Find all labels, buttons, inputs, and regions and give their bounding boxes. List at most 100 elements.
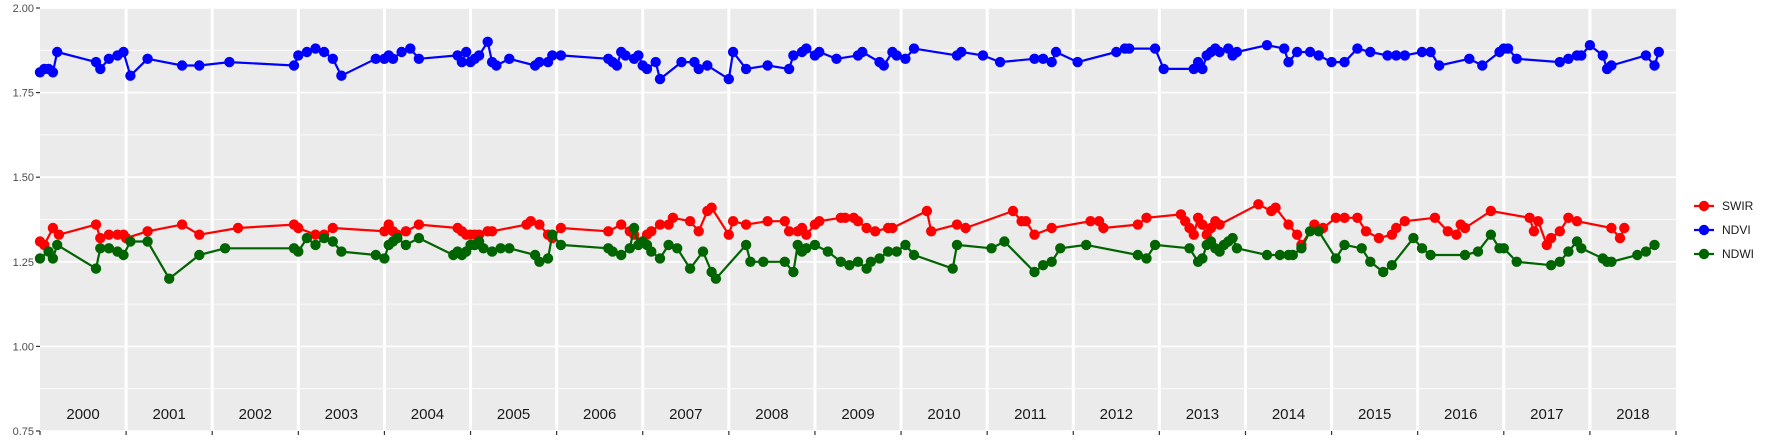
- data-point-ndwi: [1563, 246, 1574, 257]
- data-point-ndvi: [370, 53, 381, 64]
- data-point-ndvi: [1382, 50, 1393, 61]
- data-point-ndvi: [224, 56, 235, 68]
- data-point-ndvi: [555, 50, 567, 61]
- year-label: 2004: [411, 406, 444, 423]
- data-point-swir: [310, 229, 321, 240]
- data-point-ndvi: [95, 63, 106, 75]
- data-point-ndwi: [1356, 243, 1367, 254]
- data-point-ndvi: [405, 43, 416, 54]
- data-point-swir: [814, 216, 825, 227]
- data-point-swir: [1098, 222, 1109, 234]
- legend-label: NDWI: [1722, 247, 1754, 261]
- data-point-ndvi: [801, 43, 812, 54]
- data-point-ndvi: [1339, 56, 1350, 68]
- data-point-swir: [534, 219, 545, 230]
- series-ndvi: [34, 36, 1665, 85]
- data-point-ndvi: [310, 43, 321, 54]
- data-point-ndvi: [1576, 50, 1587, 61]
- data-point-ndwi: [194, 249, 205, 261]
- data-point-ndwi: [293, 246, 304, 257]
- data-point-swir: [706, 202, 717, 213]
- year-label: 2016: [1444, 406, 1477, 423]
- data-point-swir: [960, 222, 971, 234]
- data-point-swir: [667, 212, 679, 223]
- data-point-ndwi: [865, 256, 877, 267]
- data-point-ndwi: [740, 239, 752, 251]
- year-label: 2000: [66, 406, 99, 423]
- data-point-ndvi: [908, 43, 920, 54]
- data-point-ndvi: [1649, 60, 1660, 71]
- data-point-ndvi: [831, 53, 842, 64]
- data-point-ndwi: [710, 273, 722, 284]
- data-point-ndwi: [1632, 249, 1643, 261]
- data-point-ndwi: [1640, 246, 1652, 257]
- data-point-ndvi: [327, 53, 338, 64]
- data-point-swir: [654, 219, 666, 230]
- data-point-ndvi: [1653, 46, 1665, 58]
- data-point-ndwi: [646, 246, 657, 257]
- data-point-ndwi: [697, 246, 709, 257]
- data-point-swir: [1545, 232, 1557, 244]
- data-point-ndwi: [844, 260, 855, 271]
- data-point-ndwi: [1287, 249, 1299, 261]
- data-point-swir: [194, 229, 205, 240]
- data-point-ndvi: [387, 53, 399, 64]
- data-point-ndwi: [908, 249, 920, 261]
- data-point-ndvi: [994, 56, 1006, 68]
- data-point-swir: [555, 222, 567, 234]
- legend-key-point: [1698, 200, 1710, 212]
- data-point-ndvi: [1511, 53, 1522, 64]
- data-point-ndwi: [788, 266, 799, 278]
- data-point-ndwi: [663, 239, 674, 251]
- data-point-ndvi: [956, 46, 967, 58]
- data-point-swir: [1571, 216, 1583, 227]
- data-point-ndvi: [293, 50, 304, 61]
- legend-item-swir: SWIR: [1694, 199, 1754, 213]
- data-point-ndwi: [542, 253, 554, 264]
- data-point-swir: [1373, 232, 1385, 244]
- data-point-swir: [727, 216, 739, 227]
- data-point-ndvi: [1606, 60, 1617, 71]
- data-point-ndvi: [702, 60, 713, 71]
- data-point-ndwi: [1055, 243, 1066, 254]
- data-point-swir: [1046, 222, 1057, 234]
- data-point-swir: [693, 226, 704, 237]
- data-point-ndwi: [616, 249, 627, 261]
- year-label: 2008: [755, 406, 788, 423]
- year-label: 2014: [1272, 406, 1305, 423]
- data-point-ndvi: [650, 56, 661, 68]
- data-point-swir: [47, 222, 59, 234]
- data-point-swir: [1007, 205, 1019, 217]
- data-point-swir: [1360, 226, 1372, 237]
- data-point-swir: [1391, 222, 1402, 234]
- data-point-swir: [1141, 212, 1152, 223]
- legend-key-point: [1698, 248, 1710, 260]
- year-label: 2001: [152, 406, 185, 423]
- data-point-ndvi: [1352, 43, 1363, 54]
- data-point-ndvi: [1158, 63, 1169, 75]
- data-point-ndwi: [103, 243, 115, 254]
- data-point-ndvi: [693, 63, 704, 75]
- data-point-ndvi: [977, 50, 989, 61]
- data-point-ndvi: [1197, 63, 1208, 75]
- data-point-ndvi: [620, 50, 631, 61]
- data-point-ndwi: [1132, 249, 1144, 261]
- data-point-ndwi: [900, 239, 911, 251]
- data-point-ndvi: [336, 70, 347, 81]
- year-label: 2018: [1616, 406, 1649, 423]
- data-point-ndwi: [1554, 256, 1566, 267]
- data-point-ndwi: [999, 236, 1010, 247]
- data-point-swir: [1020, 216, 1032, 227]
- data-point-swir: [1606, 222, 1617, 234]
- grid-major: [40, 7, 1676, 432]
- data-point-ndvi: [783, 63, 795, 75]
- data-point-ndvi: [491, 60, 502, 71]
- data-point-swir: [926, 226, 937, 237]
- data-point-ndvi: [461, 46, 472, 58]
- data-point-swir: [839, 212, 851, 223]
- data-point-ndvi: [633, 50, 644, 61]
- data-point-swir: [53, 229, 65, 240]
- data-point-swir: [1524, 212, 1535, 223]
- series-ndwi: [34, 222, 1660, 284]
